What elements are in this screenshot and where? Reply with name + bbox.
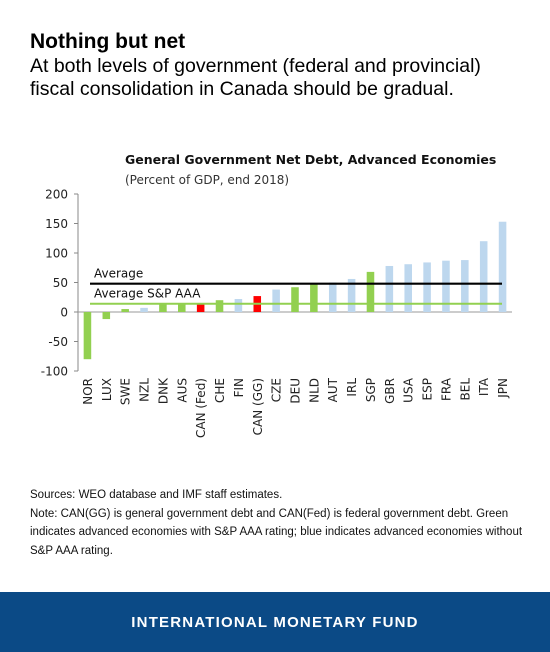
x-tick-label: DEU	[289, 378, 303, 404]
x-tick-label: JPN	[496, 378, 510, 399]
bar-swe	[121, 309, 129, 312]
bar-usa	[404, 264, 412, 312]
y-tick-label: -100	[41, 365, 68, 379]
headline-subtitle: At both levels of government (federal an…	[30, 55, 481, 100]
bar-ita	[479, 241, 488, 312]
bar-gbr	[385, 265, 394, 312]
x-tick-label: LUX	[100, 378, 114, 401]
chart-container: General Government Net Debt, Advanced Ec…	[0, 145, 550, 475]
x-tick-label: FRA	[439, 377, 453, 401]
sources-text: Sources: WEO database and IMF staff esti…	[30, 489, 283, 501]
y-tick-label: 100	[45, 247, 68, 261]
x-tick-label: CZE	[270, 378, 284, 402]
x-tick-label: IRL	[345, 378, 359, 397]
bar-esp	[423, 262, 431, 312]
bar-che	[215, 300, 224, 312]
x-tick-label: NZL	[138, 378, 152, 402]
bar-cze	[272, 289, 280, 312]
x-tick-label: CHE	[213, 378, 227, 403]
chart-subtitle: (Percent of GDP, end 2018)	[125, 173, 289, 187]
x-tick-label: ESP	[421, 378, 435, 400]
y-tick-label: 50	[53, 276, 68, 290]
x-tick-label: BEL	[458, 378, 472, 401]
y-tick-label: 150	[45, 217, 68, 231]
x-tick-label: FIN	[232, 378, 246, 397]
y-tick-label: 200	[45, 188, 68, 202]
bar-aus	[178, 303, 186, 312]
x-tick-label: ITA	[477, 377, 491, 396]
x-tick-label: SGP	[364, 378, 378, 402]
footer-label: INTERNATIONAL MONETARY FUND	[131, 613, 419, 631]
bar-nor	[83, 312, 92, 360]
x-tick-label: AUT	[326, 377, 340, 402]
bar-fra	[442, 260, 450, 312]
bar-nzl	[140, 307, 148, 312]
x-tick-label: NLD	[307, 378, 321, 403]
x-tick-label: GBR	[383, 378, 397, 404]
x-tick-label: CAN (Fed)	[194, 378, 208, 438]
chart-notes: Sources: WEO database and IMF staff esti…	[30, 486, 530, 560]
x-tick-label: DNK	[156, 377, 170, 404]
net-debt-chart: General Government Net Debt, Advanced Ec…	[41, 152, 512, 438]
x-tick-label: SWE	[119, 378, 133, 405]
note-text: Note: CAN(GG) is general government debt…	[30, 507, 523, 557]
bar-lux	[102, 312, 111, 320]
x-tick-label: USA	[402, 377, 416, 403]
bar-bel	[461, 260, 469, 312]
bar-can-fed	[196, 303, 205, 312]
x-tick-label: AUS	[175, 378, 189, 403]
average-line-label: Average	[94, 267, 143, 281]
average-aaa-line-label: Average S&P AAA	[94, 287, 201, 301]
y-tick-label: -50	[48, 335, 68, 349]
x-tick-label: CAN (GG)	[251, 378, 265, 435]
bar-irl	[347, 278, 356, 312]
bar-nld	[310, 284, 318, 312]
y-tick-label: 0	[60, 306, 68, 320]
bar-sgp	[366, 271, 375, 312]
x-tick-label: NOR	[81, 378, 95, 405]
bar-fin	[234, 299, 243, 312]
bar-aut	[328, 282, 337, 312]
bar-dnk	[159, 303, 167, 312]
chart-title: General Government Net Debt, Advanced Ec…	[125, 152, 496, 167]
headline: Nothing but net At both levels of govern…	[30, 30, 530, 101]
footer-banner: INTERNATIONAL MONETARY FUND	[0, 592, 550, 652]
bar-jpn	[498, 221, 507, 312]
headline-title: Nothing but net	[30, 30, 186, 53]
bar-deu	[291, 287, 299, 312]
